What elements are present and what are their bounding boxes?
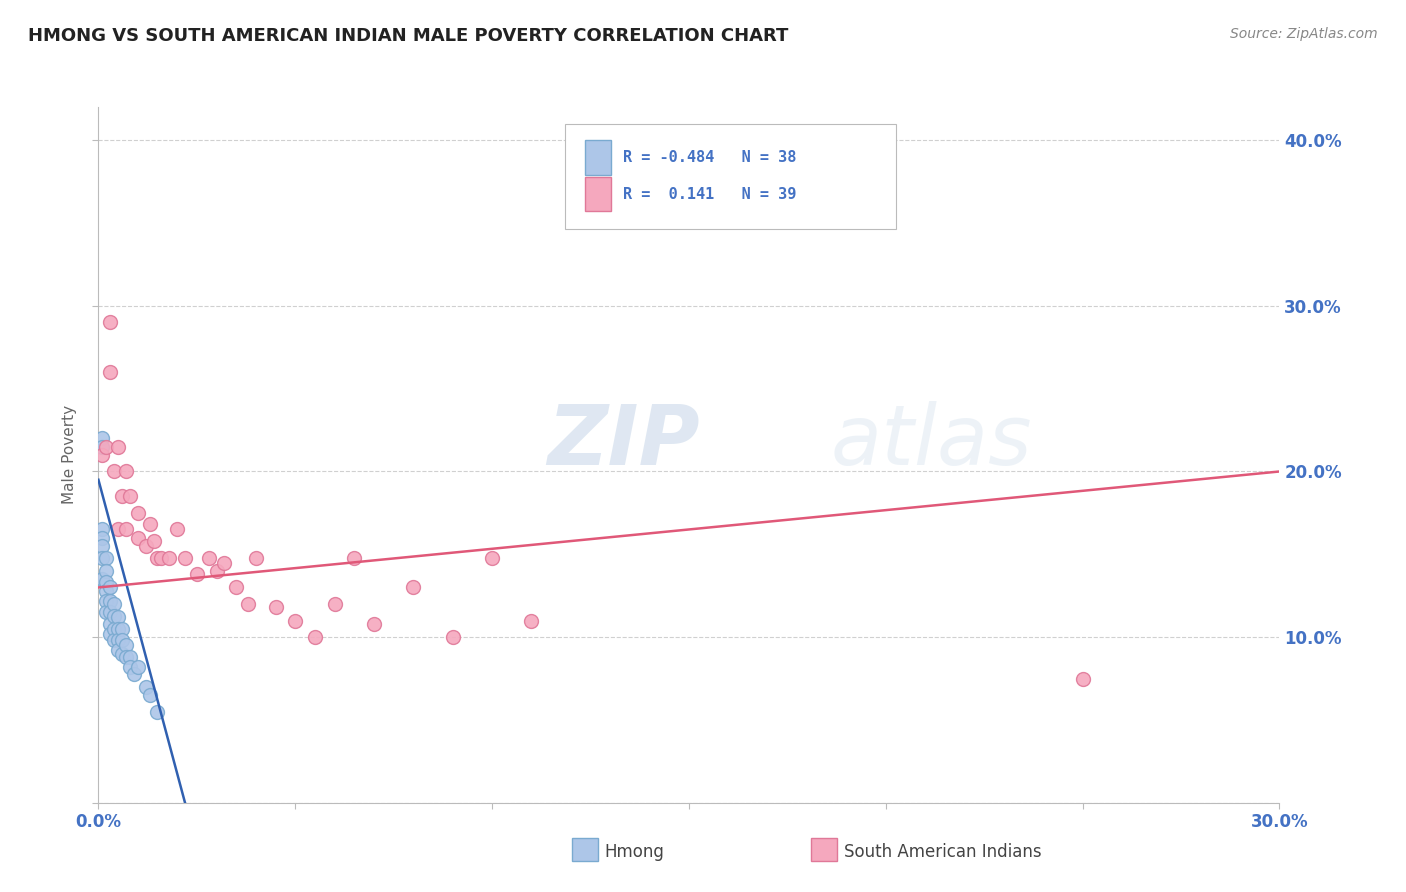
Point — [103, 608, 125, 623]
Point — [96, 605, 118, 619]
Point — [96, 440, 118, 454]
Point — [481, 550, 503, 565]
Point — [98, 315, 121, 329]
Bar — [585, 177, 612, 211]
Point — [111, 633, 134, 648]
Point — [127, 660, 149, 674]
Point — [264, 600, 287, 615]
Text: Hmong: Hmong — [605, 843, 665, 861]
Point — [103, 465, 125, 479]
Point — [96, 575, 118, 590]
Point — [91, 448, 114, 462]
Text: atlas: atlas — [831, 401, 1032, 482]
Text: Source: ZipAtlas.com: Source: ZipAtlas.com — [1230, 27, 1378, 41]
FancyBboxPatch shape — [565, 124, 896, 229]
Point — [107, 633, 129, 648]
Point — [118, 489, 141, 503]
Point — [157, 550, 180, 565]
Point — [186, 567, 208, 582]
Point — [284, 614, 307, 628]
Point — [1071, 672, 1094, 686]
Point — [166, 523, 188, 537]
Point — [103, 633, 125, 648]
Text: R =  0.141   N = 39: R = 0.141 N = 39 — [623, 186, 796, 202]
Point — [118, 660, 141, 674]
Y-axis label: Male Poverty: Male Poverty — [62, 405, 77, 505]
Point — [135, 539, 157, 553]
Point — [111, 647, 134, 661]
Bar — [572, 838, 598, 861]
Point — [197, 550, 219, 565]
Point — [91, 440, 114, 454]
Point — [98, 581, 121, 595]
Point — [98, 365, 121, 379]
Point — [118, 650, 141, 665]
Text: ZIP: ZIP — [547, 401, 700, 482]
Point — [245, 550, 267, 565]
Point — [441, 630, 464, 644]
Point — [96, 550, 118, 565]
Point — [103, 597, 125, 611]
Point — [107, 622, 129, 636]
Point — [98, 616, 121, 631]
Text: South American Indians: South American Indians — [844, 843, 1042, 861]
Point — [111, 489, 134, 503]
Point — [363, 616, 385, 631]
Point — [122, 666, 145, 681]
Point — [91, 539, 114, 553]
Point — [103, 622, 125, 636]
Point — [98, 605, 121, 619]
Point — [91, 523, 114, 537]
Point — [91, 572, 114, 586]
Point — [96, 583, 118, 598]
Point — [146, 550, 169, 565]
Point — [142, 534, 165, 549]
Point — [91, 550, 114, 565]
Point — [96, 593, 118, 607]
Point — [323, 597, 346, 611]
Point — [138, 517, 160, 532]
Point — [402, 581, 425, 595]
Point — [115, 650, 138, 665]
Point — [111, 622, 134, 636]
Bar — [585, 140, 612, 175]
Point — [96, 564, 118, 578]
Point — [98, 593, 121, 607]
Point — [135, 680, 157, 694]
Point — [174, 550, 197, 565]
Point — [107, 610, 129, 624]
Point — [107, 440, 129, 454]
Point — [343, 550, 366, 565]
Point — [98, 627, 121, 641]
Point — [115, 523, 138, 537]
Point — [115, 465, 138, 479]
Point — [91, 431, 114, 445]
Point — [107, 643, 129, 657]
Point — [520, 614, 543, 628]
Point — [127, 506, 149, 520]
Text: HMONG VS SOUTH AMERICAN INDIAN MALE POVERTY CORRELATION CHART: HMONG VS SOUTH AMERICAN INDIAN MALE POVE… — [28, 27, 789, 45]
Point — [127, 531, 149, 545]
Point — [150, 550, 173, 565]
Point — [205, 564, 228, 578]
Point — [225, 581, 247, 595]
Point — [304, 630, 326, 644]
Text: R = -0.484   N = 38: R = -0.484 N = 38 — [623, 150, 796, 165]
Point — [214, 556, 236, 570]
Point — [236, 597, 259, 611]
Point — [91, 531, 114, 545]
Point — [115, 639, 138, 653]
Point — [107, 523, 129, 537]
Bar — [811, 838, 837, 861]
Point — [138, 688, 160, 702]
Point — [146, 705, 169, 719]
